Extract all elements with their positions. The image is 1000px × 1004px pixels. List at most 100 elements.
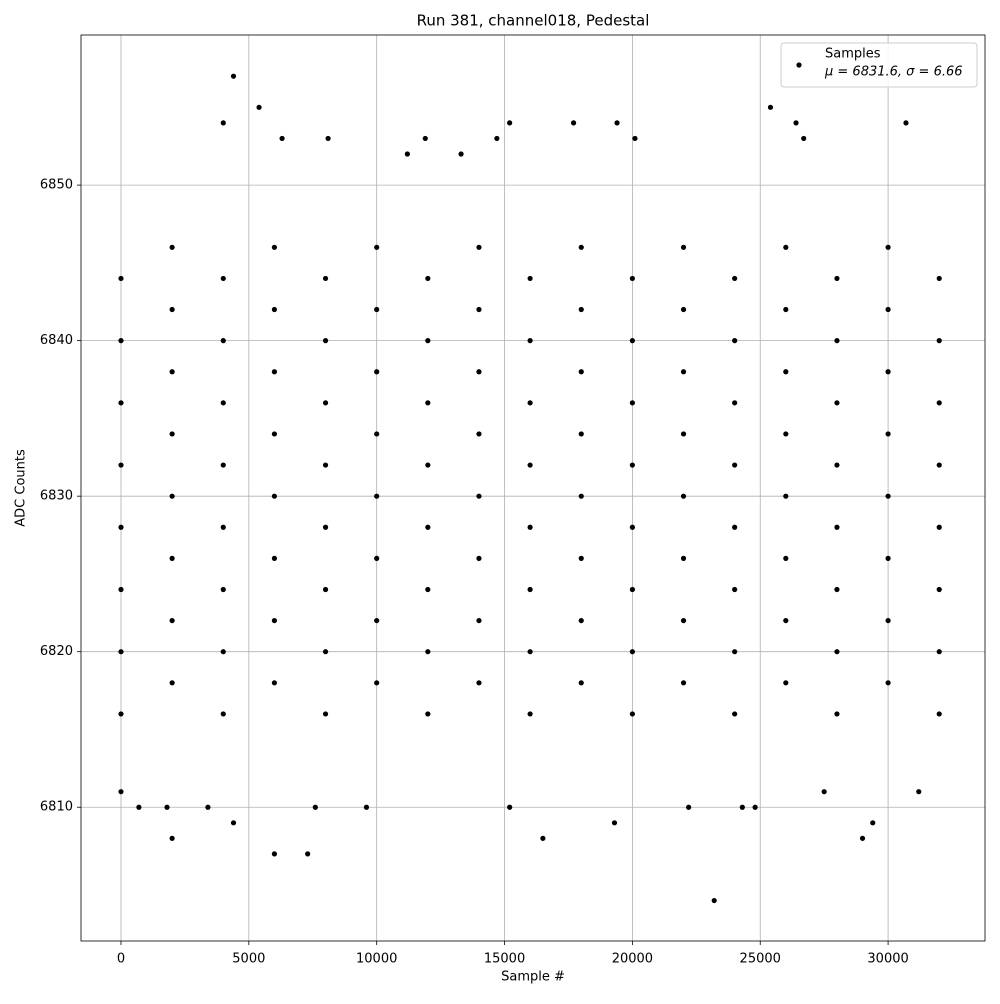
data-point [118, 275, 124, 282]
data-point [374, 244, 380, 250]
data-point [169, 431, 175, 437]
data-point [322, 524, 329, 530]
data-point [422, 135, 428, 142]
legend-box [780, 42, 978, 88]
data-point [118, 789, 124, 795]
data-point [476, 306, 482, 313]
data-point [312, 804, 318, 810]
data-point [680, 680, 687, 686]
y-axis-label: ADC Counts [14, 449, 29, 527]
data-point [476, 493, 482, 499]
data-point [834, 275, 840, 282]
data-point [885, 493, 891, 499]
data-point [578, 244, 584, 250]
plot-frame [80, 34, 986, 942]
y-tick-label: 6840 [40, 333, 73, 348]
data-point [425, 711, 431, 717]
data-point [476, 369, 482, 375]
x-tick-label: 30000 [867, 952, 908, 967]
x-tick-label: 10000 [356, 952, 397, 967]
data-point [834, 711, 840, 717]
data-point [885, 431, 891, 437]
data-point [271, 369, 278, 375]
data-point [494, 135, 500, 142]
data-point [136, 804, 142, 810]
data-point [230, 73, 237, 79]
x-tick-label: 0 [117, 952, 125, 967]
data-point [169, 555, 175, 561]
data-point [527, 711, 533, 717]
data-point [374, 306, 380, 313]
data-point [220, 120, 226, 126]
y-tick-label: 6830 [40, 489, 73, 504]
data-point [458, 151, 464, 157]
x-tick-label: 25000 [740, 952, 781, 967]
data-point [322, 711, 329, 717]
data-point [783, 680, 789, 686]
data-point [476, 617, 482, 624]
data-point [118, 400, 124, 406]
data-point [271, 851, 278, 857]
data-point [732, 275, 738, 282]
data-point [783, 306, 789, 313]
data-point [578, 680, 584, 686]
x-tick-label: 15000 [484, 952, 525, 967]
data-point [271, 306, 278, 313]
data-point [118, 649, 124, 655]
data-point [936, 338, 942, 344]
data-point [118, 711, 124, 717]
data-point [632, 135, 638, 142]
data-point [680, 617, 687, 624]
data-point [629, 462, 635, 468]
data-point [834, 400, 840, 406]
data-point [527, 275, 533, 282]
data-point [834, 338, 840, 344]
data-point [271, 493, 278, 499]
data-point [325, 135, 331, 142]
data-point [739, 804, 745, 810]
data-point [578, 555, 584, 561]
data-point [752, 804, 758, 810]
data-point [903, 120, 909, 126]
data-point [936, 524, 942, 530]
x-tick-label: 5000 [232, 952, 265, 967]
data-point [578, 617, 584, 624]
data-point [629, 649, 635, 655]
data-point [629, 275, 635, 282]
data-point [629, 711, 635, 717]
data-point [936, 462, 942, 468]
data-point [322, 462, 329, 468]
data-point [425, 400, 431, 406]
data-point [118, 462, 124, 468]
chart-title: Run 381, channel018, Pedestal [417, 12, 650, 30]
data-point [279, 135, 285, 142]
data-point [476, 680, 482, 686]
data-point [801, 135, 807, 142]
data-point [220, 275, 226, 282]
data-point [527, 462, 533, 468]
data-point [783, 244, 789, 250]
data-point [507, 120, 513, 126]
data-point [271, 431, 278, 437]
data-point [271, 680, 278, 686]
x-axis-label: Sample # [501, 970, 565, 985]
data-point [629, 586, 635, 593]
data-point [936, 711, 942, 717]
data-point [885, 680, 891, 686]
data-point [374, 617, 380, 624]
data-point [732, 400, 738, 406]
data-point [425, 649, 431, 655]
data-point [169, 244, 175, 250]
data-point [220, 711, 226, 717]
data-point [680, 244, 687, 250]
data-point [476, 555, 482, 561]
data-point [834, 586, 840, 593]
data-point [322, 649, 329, 655]
data-point [629, 338, 635, 344]
data-point [834, 649, 840, 655]
data-point [767, 104, 774, 110]
data-point [540, 835, 546, 841]
data-point [322, 275, 329, 282]
data-point [614, 120, 620, 126]
